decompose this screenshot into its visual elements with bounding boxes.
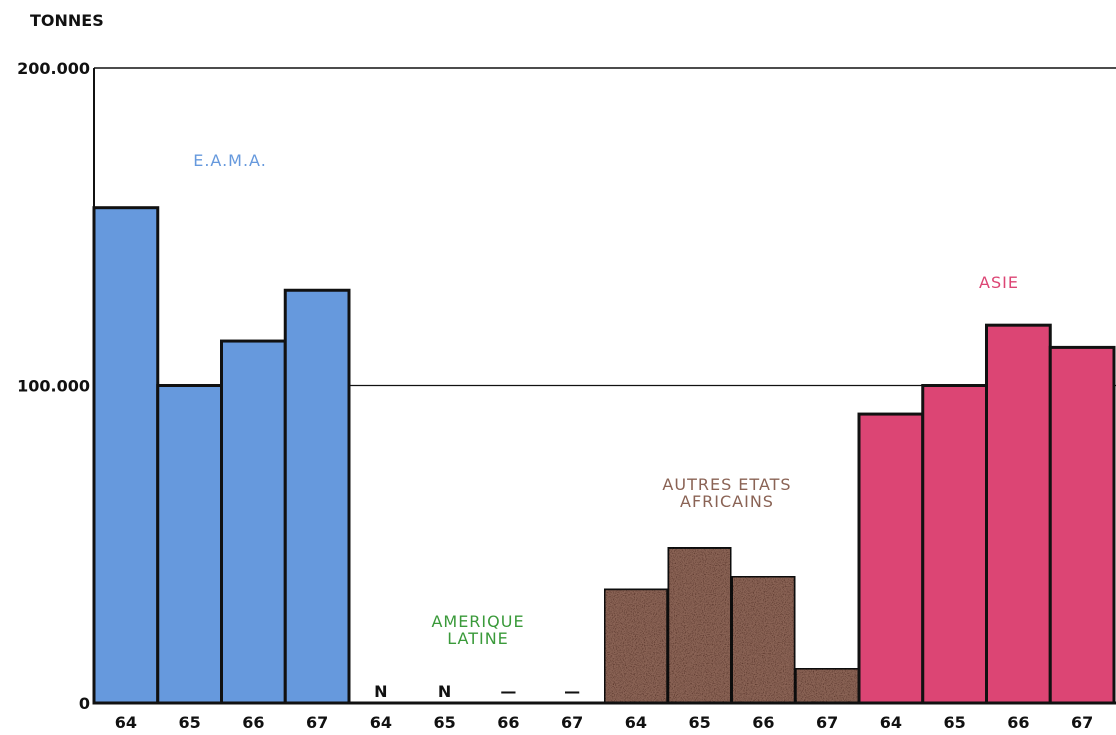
x-tick-label: 64: [625, 713, 647, 732]
group-label: LATINE: [447, 629, 509, 648]
bar: [857, 412, 925, 705]
x-tick-label: 65: [943, 713, 965, 732]
x-tick-label: 66: [497, 713, 519, 732]
x-tick-label: 67: [816, 713, 838, 732]
bar: [793, 666, 861, 705]
value-label: N: [374, 682, 387, 701]
x-tick-label: 64: [115, 713, 137, 732]
group-label: AMERIQUE: [431, 612, 524, 631]
x-tick-label: 66: [242, 713, 264, 732]
group-label: AFRICAINS: [680, 492, 774, 511]
bar: [283, 288, 351, 705]
x-tick-label: 67: [561, 713, 583, 732]
bar: [156, 384, 223, 705]
x-tick-label: 66: [1007, 713, 1029, 732]
x-tick-label: 65: [688, 713, 710, 732]
bar: [1048, 345, 1116, 705]
gridlines: [94, 67, 1116, 387]
y-tick-label: 200.000: [17, 59, 90, 78]
y-tick-label: 0: [79, 694, 90, 713]
x-tick-label: 67: [1071, 713, 1093, 732]
bar: [602, 587, 670, 705]
bar: [92, 206, 160, 705]
labels: 0 100.000 200.000 N N — — 64 65 66 67 64 65 66 67 64 65 6…: [17, 59, 1093, 732]
value-label: —: [564, 682, 580, 701]
x-tick-label: 65: [178, 713, 200, 732]
x-tick-label: 64: [370, 713, 392, 732]
bar: [985, 323, 1052, 705]
y-tick-label: 100.000: [17, 377, 90, 396]
bar: [921, 384, 988, 705]
bar: [666, 545, 733, 705]
x-tick-label: 67: [306, 713, 328, 732]
value-label: —: [500, 682, 516, 701]
bars: [92, 206, 1116, 705]
x-tick-label: 65: [433, 713, 455, 732]
x-tick-label: 66: [752, 713, 774, 732]
bar: [730, 574, 797, 705]
y-axis-label: TONNES: [30, 11, 104, 30]
value-label: N: [438, 682, 451, 701]
x-tick-label: 64: [880, 713, 902, 732]
group-label: ASIE: [979, 273, 1019, 292]
bar: [220, 339, 287, 705]
axes: [93, 68, 1116, 705]
group-label: AUTRES ETATS: [662, 475, 791, 494]
group-label: E.A.M.A.: [193, 151, 267, 170]
